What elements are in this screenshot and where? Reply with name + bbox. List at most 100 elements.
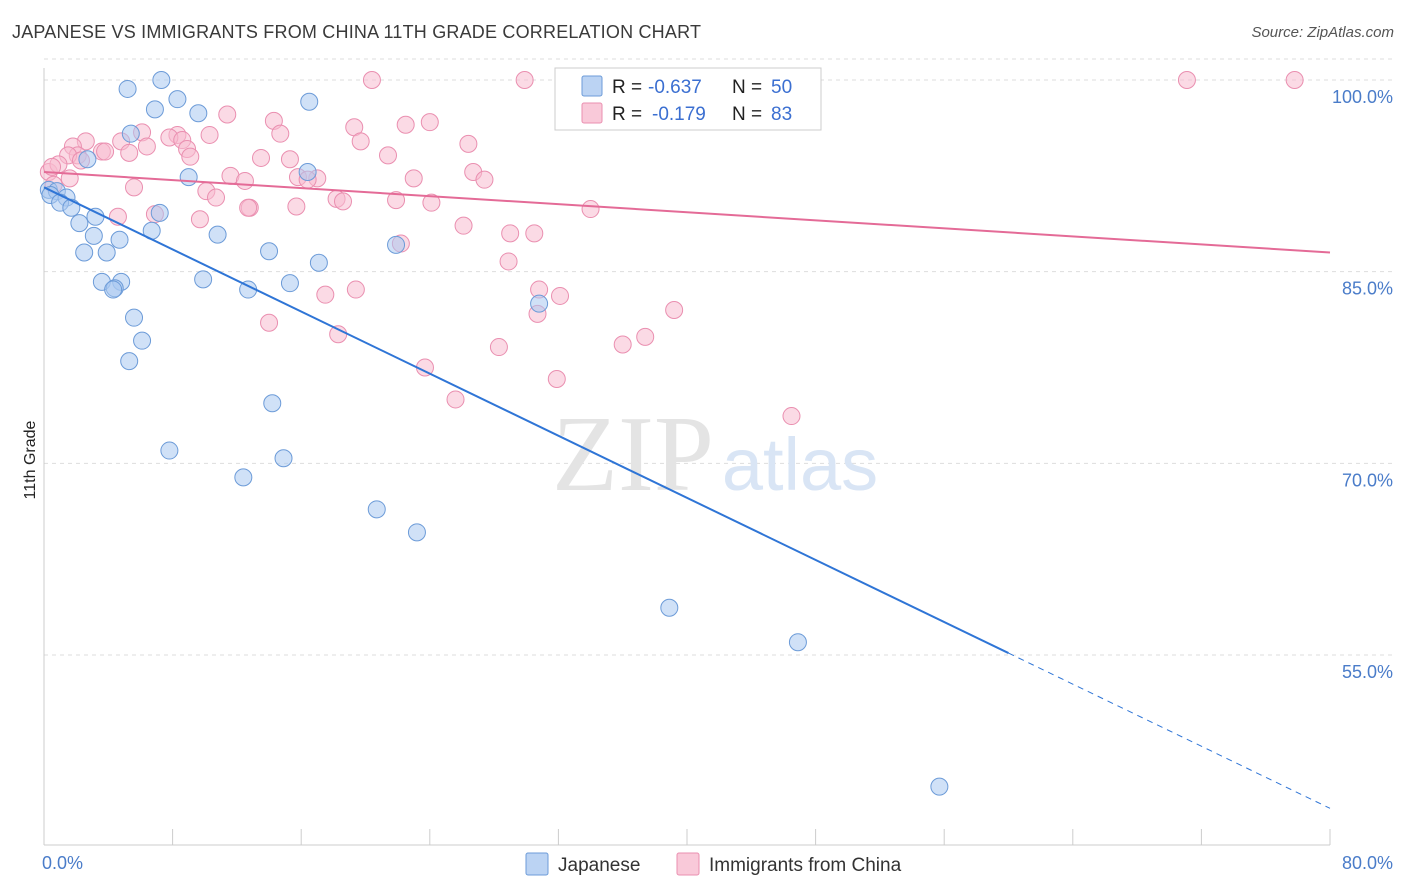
japanese-point [367, 500, 386, 519]
china-point [200, 125, 219, 144]
china-point [43, 157, 62, 176]
japanese-point [70, 214, 89, 233]
china-point [387, 191, 406, 210]
japanese-point [125, 308, 144, 327]
china-point [489, 338, 508, 357]
japanese-point [133, 331, 152, 350]
y-tick-label: 85.0% [1342, 279, 1393, 299]
legend-swatch-china [581, 102, 603, 124]
japanese-point [530, 294, 549, 313]
china-point [271, 124, 290, 143]
japanese-point [150, 203, 169, 222]
japanese-point [260, 242, 279, 261]
japanese-point [168, 90, 187, 109]
japanese-point [120, 352, 139, 371]
y-tick-label: 70.0% [1342, 470, 1393, 490]
japanese-point [930, 777, 949, 796]
japanese-point [274, 449, 293, 468]
watermark: ZIP atlas [552, 395, 878, 514]
japanese-point [152, 71, 171, 89]
bottom-legend-japanese: Japanese [558, 855, 640, 876]
bottom-legend-china: Immigrants from China [709, 855, 902, 876]
watermark-atlas: atlas [722, 423, 878, 506]
china-point [454, 216, 473, 235]
legend-r-value-japanese: -0.637 [648, 77, 702, 98]
china-point [459, 134, 478, 153]
china-point [351, 132, 370, 151]
china-point [665, 301, 684, 319]
china-point [260, 313, 279, 332]
japanese-point [387, 235, 406, 254]
china-point [96, 142, 115, 161]
japanese-points [39, 71, 949, 796]
legend-n-label-china: N = [732, 104, 762, 125]
japanese-point [788, 633, 807, 652]
china-point [501, 224, 520, 243]
grid-lines [44, 58, 1395, 656]
china-point [207, 188, 226, 207]
china-point [120, 143, 139, 162]
china-point [346, 280, 365, 299]
japanese-point [118, 79, 137, 98]
source-label: Source: ZipAtlas.com [1251, 24, 1394, 41]
china-point [396, 115, 415, 134]
legend-n-value-china: 83 [771, 104, 792, 125]
china-point [475, 170, 494, 189]
china-point [137, 137, 156, 156]
bottom-legend-swatch-japanese [525, 852, 549, 876]
japanese-point [660, 598, 679, 617]
trend-lines [43, 171, 1331, 809]
china-trend-line [43, 171, 1331, 254]
china-point [636, 327, 655, 346]
y-tick-label: 100.0% [1332, 87, 1393, 107]
china-point [547, 370, 566, 388]
china-point [422, 193, 441, 212]
china-point [446, 390, 465, 409]
china-point [404, 169, 423, 188]
china-point [499, 252, 518, 271]
china-point [239, 198, 258, 217]
japanese-point [194, 270, 213, 289]
japanese-point [309, 253, 328, 272]
china-point [287, 197, 306, 216]
japanese-point [179, 168, 198, 187]
legend-box: R = -0.637 N = 50 R = -0.179 N = 83 [554, 67, 822, 131]
japanese-trend-line-extrapolated [1008, 652, 1331, 809]
legend-r-label-china: R = [612, 104, 642, 125]
china-point [280, 150, 299, 169]
japanese-point [298, 163, 317, 181]
legend-n-value-japanese: 50 [771, 77, 792, 98]
china-point [181, 147, 200, 166]
china-point [333, 192, 352, 211]
china-point [362, 71, 381, 89]
china-point [515, 71, 534, 89]
china-point [190, 210, 209, 229]
china-point [252, 148, 271, 167]
china-point [581, 200, 600, 219]
legend-n-label-japanese: N = [732, 77, 762, 98]
legend-swatch-japanese [581, 75, 603, 97]
y-tick-label: 55.0% [1342, 662, 1393, 682]
japanese-point [84, 226, 103, 245]
japanese-point [75, 243, 94, 262]
china-point [782, 407, 801, 426]
china-point [218, 105, 237, 124]
chart-title: JAPANESE VS IMMIGRANTS FROM CHINA 11TH G… [12, 22, 702, 42]
china-point [420, 113, 439, 132]
china-point [1285, 71, 1304, 89]
japanese-point [407, 523, 426, 542]
japanese-point [263, 394, 282, 413]
japanese-point [104, 280, 123, 299]
japanese-point [62, 198, 81, 217]
japanese-point [208, 225, 227, 244]
china-point [125, 178, 144, 197]
china-point [316, 285, 335, 304]
japanese-point [86, 207, 105, 226]
japanese-point [280, 274, 299, 293]
bottom-legend: Japanese Immigrants from China [525, 852, 902, 876]
china-point [613, 335, 632, 354]
china-point [379, 146, 398, 165]
japanese-point [145, 100, 164, 119]
japanese-point [110, 230, 129, 249]
